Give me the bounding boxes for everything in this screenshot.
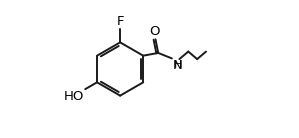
Text: HO: HO bbox=[64, 90, 85, 103]
Text: F: F bbox=[116, 15, 124, 28]
Text: N: N bbox=[172, 59, 182, 72]
Text: O: O bbox=[150, 25, 160, 38]
Text: H: H bbox=[174, 60, 183, 70]
